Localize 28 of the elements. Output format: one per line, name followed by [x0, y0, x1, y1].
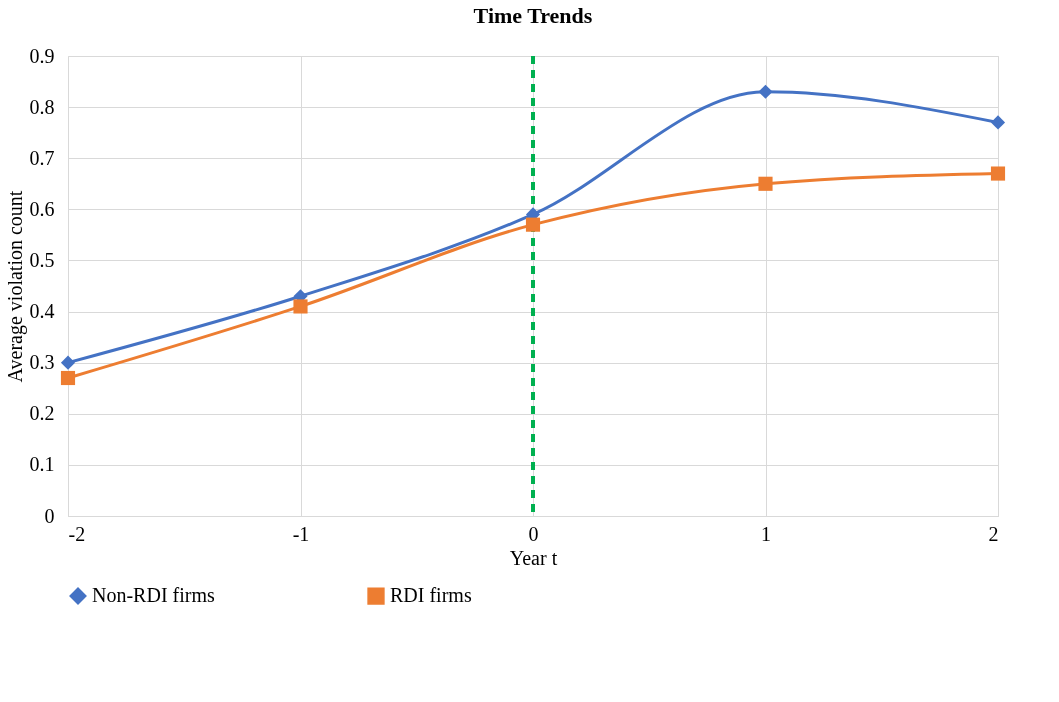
point: [990, 115, 1006, 130]
point: [60, 370, 76, 386]
y-tick-label: 0: [44, 504, 55, 527]
y-tick-label: 0.9: [29, 44, 55, 67]
x-tick-label: 0: [528, 522, 539, 545]
legend-label: RDI firms: [390, 584, 472, 607]
y-axis-title: Average violation count: [3, 190, 27, 383]
y-tick-label: 0.4: [29, 300, 55, 323]
point: [525, 217, 541, 232]
y-tick-label: 0.3: [29, 351, 55, 374]
x-tick-label: -1: [292, 522, 310, 545]
x-tick-label: 1: [761, 522, 771, 545]
y-tick-label: 0.1: [29, 453, 55, 476]
point: [758, 84, 773, 99]
y-tick-label: 0.8: [29, 95, 55, 118]
y-tick-label: 0.5: [29, 248, 55, 271]
x-tick-label: 2: [988, 522, 999, 545]
y-tick-label: 0.6: [29, 197, 55, 220]
y-tick-label: 0.2: [29, 402, 55, 425]
point: [60, 355, 76, 370]
x-axis-title: Year t: [509, 546, 558, 569]
y-tick-label: 0.7: [29, 146, 55, 169]
point: [758, 176, 773, 191]
x-tick-label: -2: [68, 522, 86, 545]
legend-label: Non-RDI firms: [92, 584, 215, 607]
chart-title: Time Trends: [473, 3, 593, 28]
point: [293, 299, 308, 314]
point: [990, 166, 1006, 181]
